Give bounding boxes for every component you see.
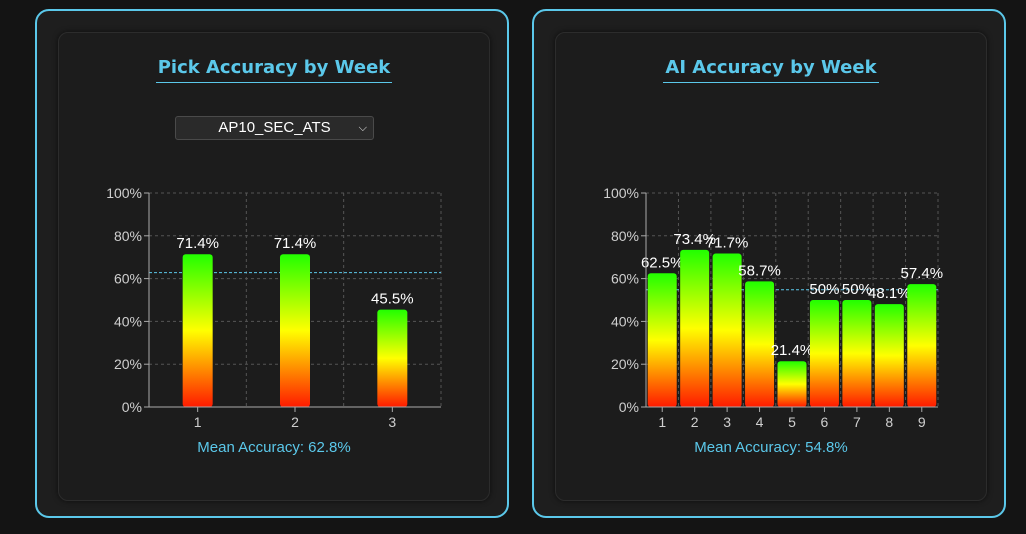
pick-source-dropdown[interactable]: AP10_SEC_ATS ⌵ [175,116,374,140]
x-tick-label: 9 [918,414,926,430]
bar-week-2[interactable] [280,254,310,407]
x-tick-label: 5 [788,414,796,430]
ai-accuracy-inner-panel: AI Accuracy by Week 0% 20% 40% 60% 80% 100% 62… [555,32,987,501]
ai-mean-accuracy: Mean Accuracy: 54.8% [694,439,848,456]
bar-week-9[interactable] [907,284,937,407]
pick-accuracy-title: Pick Accuracy by Week [155,57,393,83]
bar-week-5[interactable] [777,361,807,407]
x-tick-label: 3 [388,414,396,430]
pick-accuracy-inner-panel: Pick Accuracy by Week AP10_SEC_ATS ⌵ 0% 2… [58,32,490,501]
ai-accuracy-chart: 0% 20% 40% 60% 80% 100% 62.5% 1 73.4% 2 71.7% 3 58.7… [603,185,944,430]
y-tick-label: 80% [611,228,639,244]
x-tick-label: 7 [853,414,861,430]
bar-week-3[interactable] [377,309,408,407]
data-label: 71.4% [274,235,317,252]
y-tick-label: 40% [611,313,639,329]
data-label: 73.4% [673,231,716,248]
ai-accuracy-title: AI Accuracy by Week [663,57,879,83]
y-tick-label: 60% [611,271,639,287]
data-label: 71.7% [706,235,749,252]
bar-week-8[interactable] [874,304,904,407]
bar-week-7[interactable] [842,300,872,407]
x-tick-label: 2 [291,414,299,430]
bar-week-3[interactable] [712,253,742,407]
x-tick-label: 4 [756,414,764,430]
y-tick-label: 40% [114,313,142,329]
data-label: 50% [842,281,872,298]
data-label: 21.4% [771,342,814,359]
x-tick-label: 6 [821,414,829,430]
bar-week-4[interactable] [745,281,775,407]
y-tick-label: 100% [106,185,142,201]
data-label: 71.4% [176,235,219,252]
ai-accuracy-card: AI Accuracy by Week 0% 20% 40% 60% 80% 100% 62… [532,9,1006,518]
bar-week-1[interactable] [182,254,213,407]
data-label: 62.5% [641,254,684,271]
y-tick-label: 100% [603,185,639,201]
chevron-down-icon: ⌵ [358,122,367,134]
y-tick-label: 80% [114,228,142,244]
pick-mean-accuracy: Mean Accuracy: 62.8% [197,439,351,456]
data-label: 57.4% [901,265,944,282]
x-tick-label: 2 [691,414,699,430]
x-tick-label: 1 [194,414,202,430]
data-label: 50% [809,281,839,298]
y-tick-label: 20% [611,356,639,372]
x-tick-label: 8 [885,414,893,430]
bar-week-6[interactable] [809,300,839,407]
pick-accuracy-card: Pick Accuracy by Week AP10_SEC_ATS ⌵ 0% 2… [35,9,509,518]
data-label: 48.1% [868,285,911,302]
y-tick-label: 20% [114,356,142,372]
bar-week-2[interactable] [680,249,710,407]
y-tick-label: 0% [122,399,142,415]
pick-accuracy-chart: 0% 20% 40% 60% 80% 100% 71.4% 1 71.4% 2 45.5% 3 [106,185,442,430]
x-tick-label: 3 [723,414,731,430]
y-tick-label: 0% [619,399,639,415]
y-tick-label: 60% [114,271,142,287]
pick-source-selected: AP10_SEC_ATS [218,119,331,136]
data-label: 58.7% [738,262,781,279]
bar-week-1[interactable] [647,273,677,407]
data-label: 45.5% [371,291,414,308]
x-tick-label: 1 [658,414,666,430]
